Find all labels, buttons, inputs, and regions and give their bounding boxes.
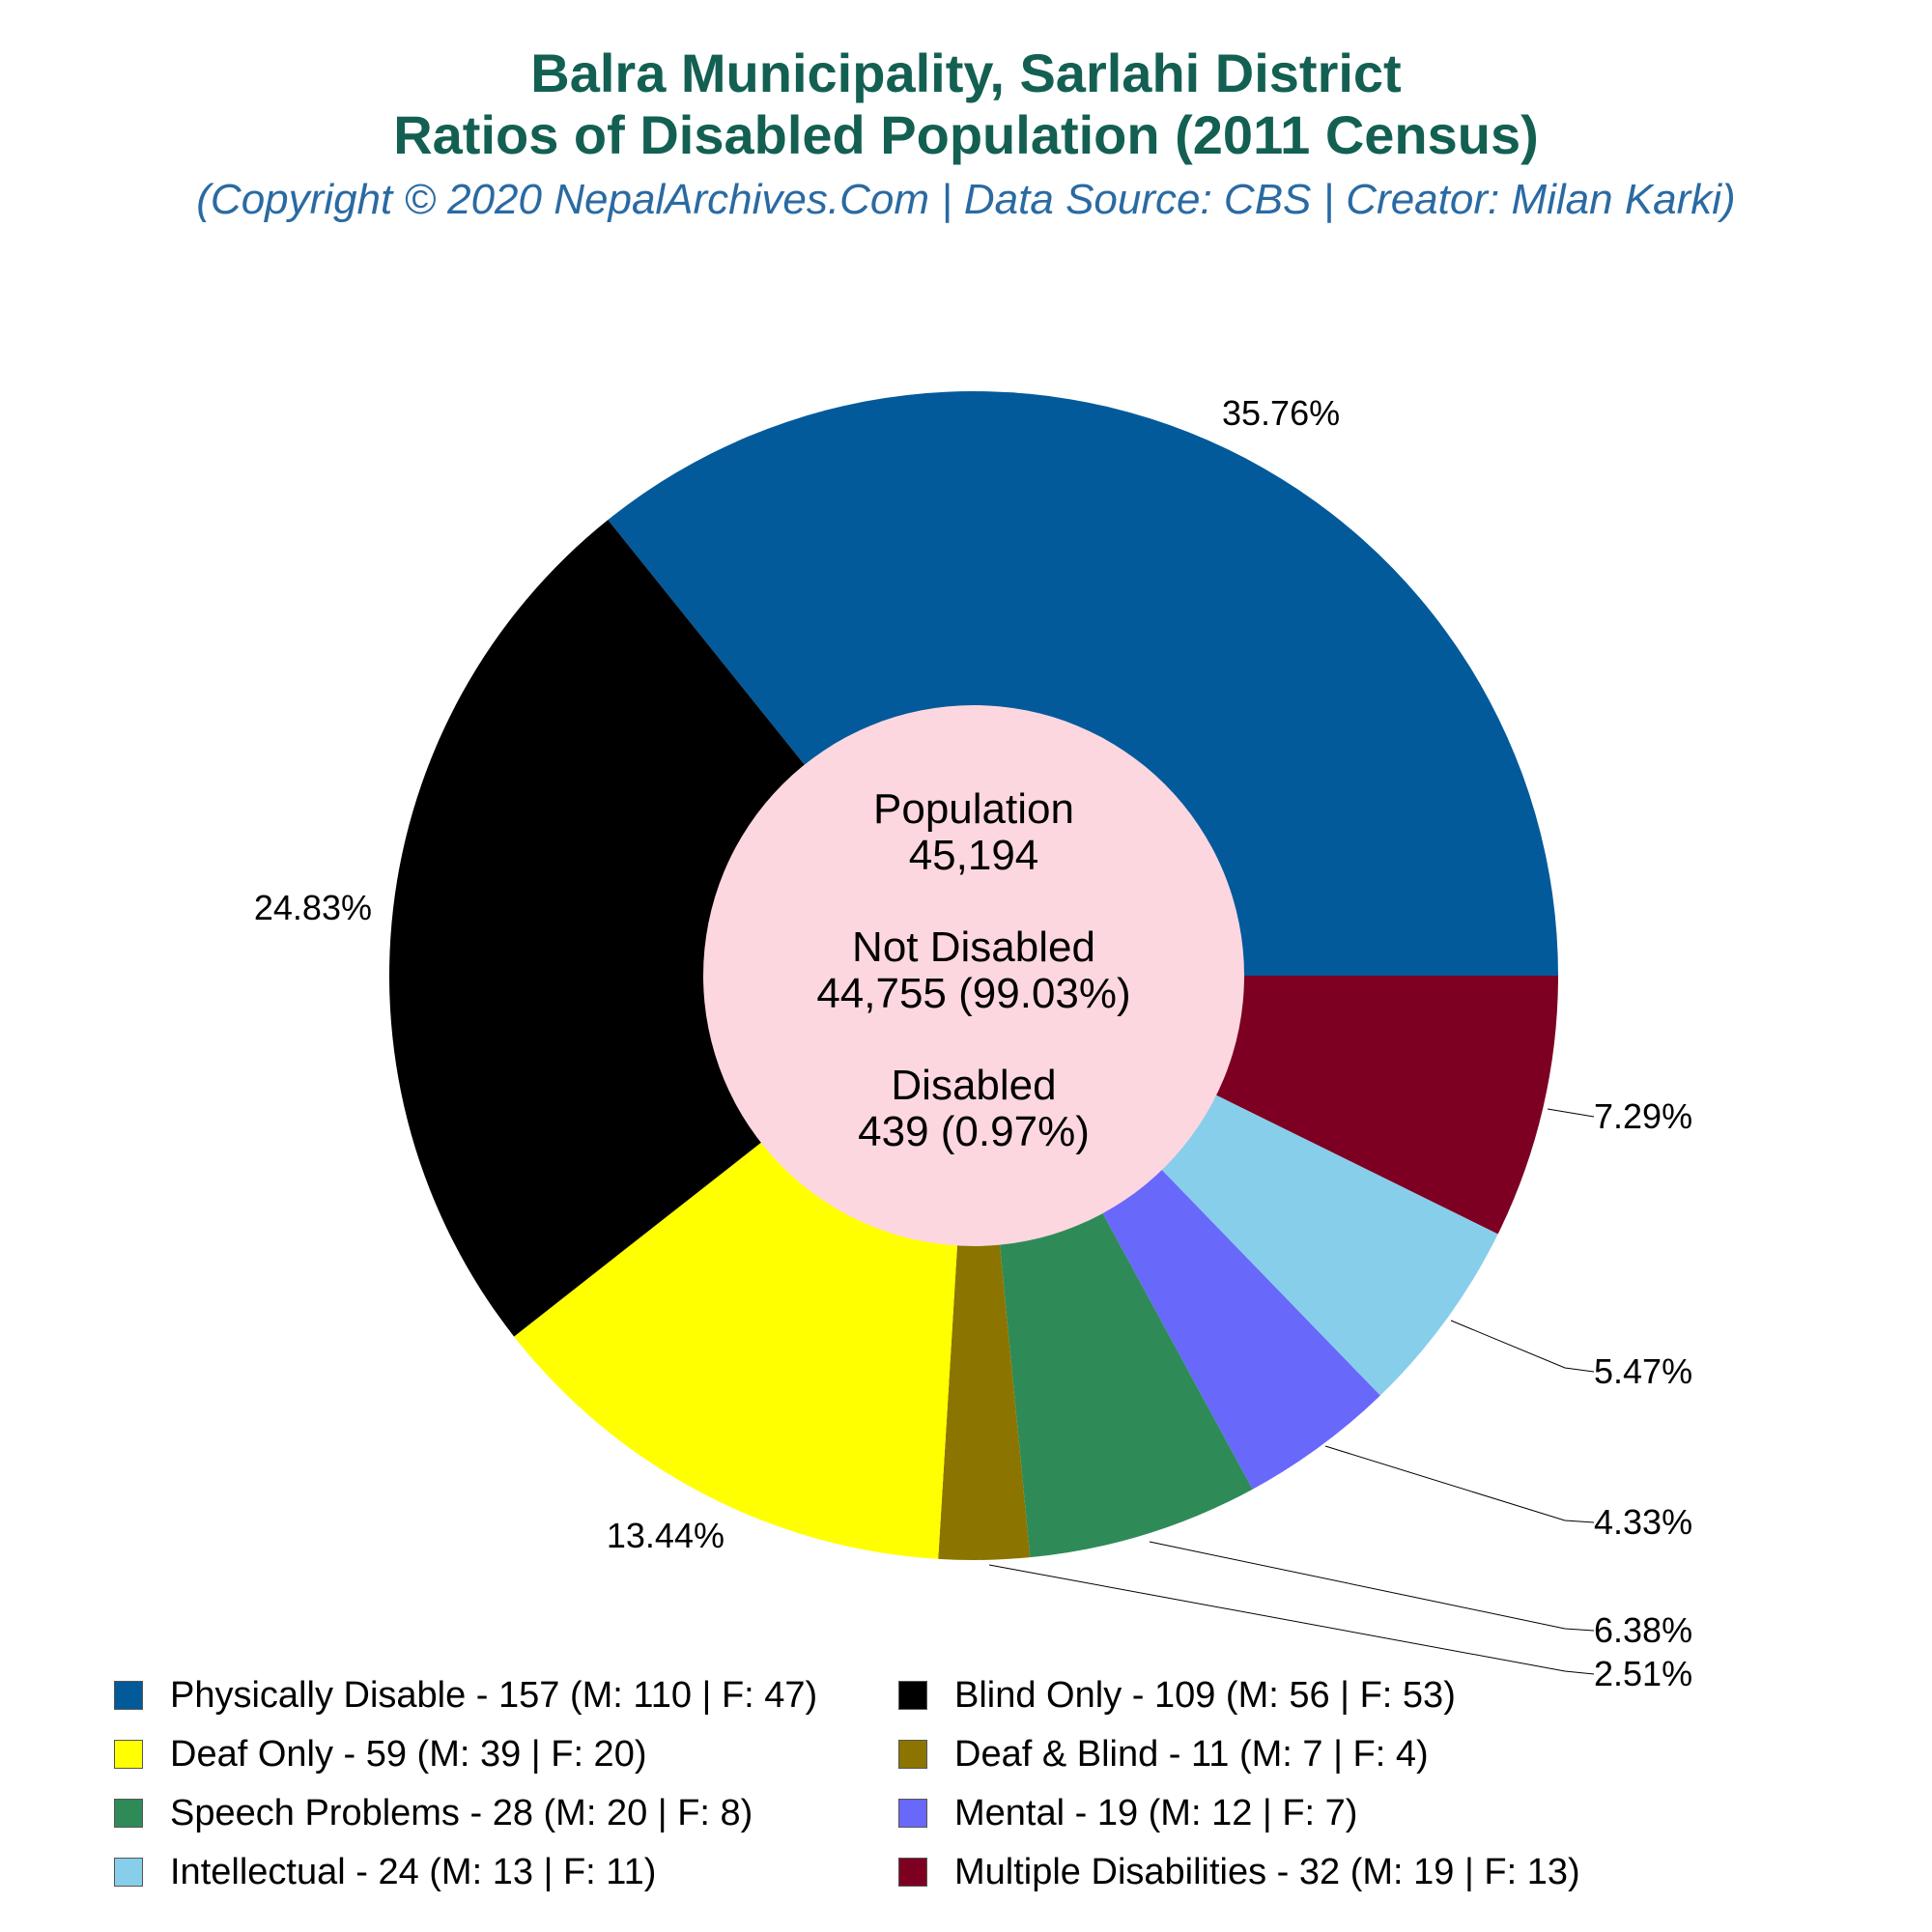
percent-label-deaf-only: 13.44%	[607, 1516, 724, 1555]
leader-line-mental	[1324, 1445, 1595, 1523]
legend-label: Speech Problems - 28 (M: 20 | F: 8)	[170, 1792, 753, 1833]
percent-label-speech-problems: 6.38%	[1594, 1610, 1692, 1650]
legend-item-blind-only: Blind Only - 109 (M: 56 | F: 53)	[898, 1671, 1456, 1719]
percent-labels: 35.76% 7.29% 5.47% 4.33% 6.38% 2.51% 13.44% 24.…	[254, 393, 1692, 1693]
center-info: Population 45,194 Not Disabled 44,755 (9…	[703, 705, 1244, 1246]
leader-line-speech-problems	[1149, 1541, 1595, 1632]
legend-item-intellectual: Intellectual - 24 (M: 13 | F: 11)	[114, 1848, 656, 1896]
legend-label: Deaf Only - 59 (M: 39 | F: 20)	[170, 1733, 647, 1775]
slice-physically-disable	[608, 390, 1558, 976]
leader-line-multiple-disabilities	[1547, 1108, 1595, 1118]
leader-line-deaf-blind	[988, 1564, 1595, 1675]
legend-label: Physically Disable - 157 (M: 110 | F: 47…	[170, 1674, 818, 1716]
percent-label-blind-only: 24.83%	[254, 888, 372, 927]
slice-blind-only	[388, 520, 974, 1337]
legend-label: Blind Only - 109 (M: 56 | F: 53)	[954, 1674, 1456, 1716]
percent-label-multiple-disabilities: 7.29%	[1594, 1096, 1692, 1136]
legend-swatch	[898, 1740, 927, 1769]
legend-item-deaf-blind: Deaf & Blind - 11 (M: 7 | F: 4)	[898, 1730, 1429, 1778]
legend-item-multiple-disabilities: Multiple Disabilities - 32 (M: 19 | F: 1…	[898, 1848, 1580, 1896]
legend-item-mental: Mental - 19 (M: 12 | F: 7)	[898, 1789, 1357, 1837]
not-disabled-value: 44,755 (99.03%)	[816, 970, 1130, 1017]
center-circle	[703, 705, 1244, 1246]
slice-deaf-blind	[938, 976, 1031, 1560]
legend-swatch	[114, 1858, 143, 1887]
disabled-label: Disabled	[891, 1062, 1056, 1109]
legend-item-speech-problems: Speech Problems - 28 (M: 20 | F: 8)	[114, 1789, 753, 1837]
chart-title-line-2: Ratios of Disabled Population (2011 Cens…	[393, 104, 1539, 165]
percent-label-intellectual: 5.47%	[1594, 1351, 1692, 1391]
legend-swatch	[898, 1858, 927, 1887]
population-value: 45,194	[909, 832, 1039, 879]
not-disabled-label: Not Disabled	[852, 923, 1095, 971]
legend-swatch	[898, 1799, 927, 1828]
percent-label-mental: 4.33%	[1594, 1502, 1692, 1542]
percent-label-deaf-blind: 2.51%	[1594, 1654, 1692, 1693]
legend-item-physically-disable: Physically Disable - 157 (M: 110 | F: 47…	[114, 1671, 817, 1719]
legend-swatch	[898, 1681, 927, 1710]
leader-lines	[988, 1108, 1595, 1675]
leader-line-intellectual	[1450, 1320, 1595, 1373]
chart-subtitle: (Copyright © 2020 NepalArchives.Com | Da…	[196, 176, 1736, 223]
legend-item-deaf-only: Deaf Only - 59 (M: 39 | F: 20)	[114, 1730, 646, 1778]
legend-swatch	[114, 1799, 143, 1828]
legend-swatch	[114, 1681, 143, 1710]
legend-label: Multiple Disabilities - 32 (M: 19 | F: 1…	[954, 1851, 1580, 1892]
chart-title-line-1: Balra Municipality, Sarlahi District	[530, 43, 1402, 103]
legend-swatch	[114, 1740, 143, 1769]
disabled-value: 439 (0.97%)	[858, 1108, 1090, 1155]
population-label: Population	[873, 785, 1074, 833]
percent-label-physically-disable: 35.76%	[1222, 393, 1340, 433]
legend-label: Mental - 19 (M: 12 | F: 7)	[954, 1792, 1358, 1833]
legend-label: Deaf & Blind - 11 (M: 7 | F: 4)	[954, 1733, 1429, 1775]
legend-label: Intellectual - 24 (M: 13 | F: 11)	[170, 1851, 657, 1892]
